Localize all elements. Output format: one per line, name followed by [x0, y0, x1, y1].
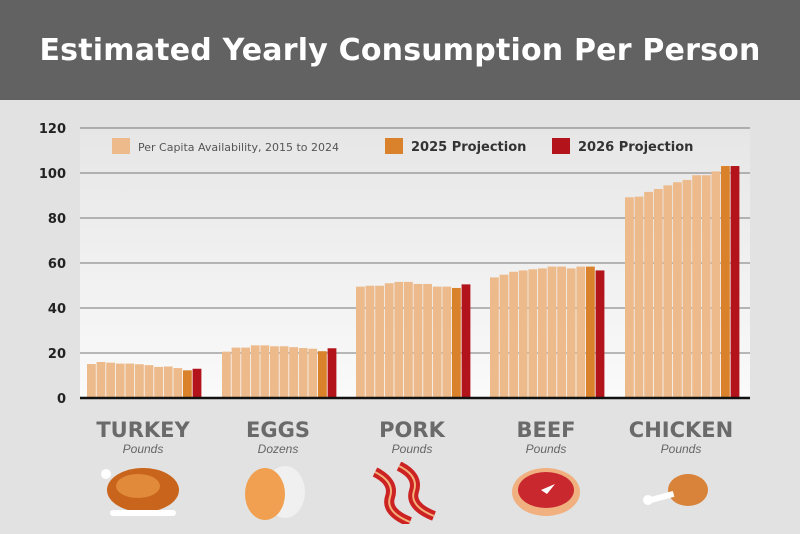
- category-name: CHICKEN: [628, 418, 734, 442]
- bar-beef-2023: [566, 268, 576, 398]
- bar-eggs-2015: [222, 351, 231, 398]
- bar-beef-2026: [595, 270, 605, 398]
- bar-beef-2021: [547, 266, 557, 398]
- bar-pork-2016: [365, 285, 375, 398]
- bar-eggs-2018: [250, 345, 260, 398]
- category-label-pork: PORK Pounds: [342, 418, 482, 456]
- legend-label: 2026 Projection: [578, 140, 693, 155]
- bacon-icon: [367, 461, 457, 528]
- bar-pork-2026: [461, 284, 471, 398]
- bar-turkey-2018: [115, 363, 125, 398]
- bar-eggs-2021: [279, 346, 289, 398]
- y-tick-label: 40: [48, 302, 66, 317]
- bar-pork-2021: [413, 283, 423, 398]
- category-label-beef: BEEF Pounds: [476, 418, 616, 456]
- y-tick-label: 100: [39, 167, 66, 182]
- y-tick-label: 20: [48, 347, 66, 362]
- bar-eggs-2025: [318, 351, 327, 398]
- chicken-leg-icon: [636, 462, 726, 528]
- category-unit: Pounds: [391, 442, 433, 456]
- category-name: EGGS: [246, 418, 310, 442]
- category-label-turkey: TURKEY Pounds: [73, 418, 213, 456]
- legend-swatch: [552, 138, 570, 154]
- bar-chicken-2016: [634, 196, 644, 398]
- bar-turkey-2025: [183, 370, 192, 398]
- bar-eggs-2022: [289, 347, 298, 398]
- category-unit: Pounds: [122, 442, 164, 456]
- bar-beef-2016: [499, 274, 509, 398]
- bar-turkey-2020: [135, 364, 144, 398]
- eggs-icon: [233, 462, 323, 528]
- bar-pork-2022: [423, 283, 432, 398]
- legend-swatch: [385, 138, 403, 154]
- bar-beef-2017: [509, 271, 518, 398]
- bar-chart: 0 20 40 60 80 100 120 Per Capita Availability, …: [39, 122, 750, 407]
- bar-chicken-2022: [692, 175, 701, 398]
- category-label-chicken: CHICKEN Pounds: [611, 418, 751, 456]
- y-tick-label: 80: [48, 212, 66, 227]
- bar-turkey-2015: [87, 364, 96, 398]
- steak-icon: [501, 462, 591, 528]
- bar-turkey-2026: [192, 368, 202, 398]
- category-name: BEEF: [516, 418, 576, 442]
- bar-turkey-2016: [96, 362, 106, 398]
- bar-chicken-2026: [730, 166, 740, 398]
- y-tick-label: 60: [48, 257, 66, 272]
- turkey-icon: [98, 462, 188, 528]
- bar-turkey-2021: [144, 365, 154, 398]
- bar-pork-2018: [384, 283, 394, 398]
- bar-eggs-2016: [231, 347, 241, 398]
- category-name: TURKEY: [96, 418, 190, 442]
- bar-eggs-2017: [241, 347, 250, 398]
- bar-beef-2025: [586, 266, 595, 398]
- title-banner: Estimated Yearly Consumption Per Person: [0, 0, 800, 100]
- category-unit: Pounds: [660, 442, 702, 456]
- chart-title: Estimated Yearly Consumption Per Person: [39, 32, 761, 68]
- category-name: PORK: [379, 418, 445, 442]
- bar-beef-2015: [490, 277, 499, 398]
- bar-chicken-2019: [663, 185, 673, 398]
- bar-pork-2024: [442, 286, 452, 398]
- bar-pork-2023: [432, 286, 442, 398]
- bar-turkey-2022: [154, 366, 163, 398]
- category-label-eggs: EGGS Dozens: [208, 418, 348, 456]
- bar-eggs-2024: [308, 348, 318, 398]
- legend-label: 2025 Projection: [411, 140, 526, 155]
- bar-turkey-2017: [106, 362, 115, 398]
- bar-pork-2015: [356, 286, 365, 398]
- bar-eggs-2020: [270, 346, 279, 398]
- bar-pork-2017: [375, 285, 384, 398]
- bar-pork-2020: [404, 281, 413, 398]
- category-unit: Pounds: [525, 442, 567, 456]
- bar-eggs-2026: [327, 348, 337, 398]
- bar-chicken-2025: [721, 166, 730, 398]
- bar-chicken-2024: [711, 171, 721, 398]
- bar-eggs-2019: [260, 345, 270, 398]
- bar-chicken-2018: [653, 188, 663, 398]
- bar-chicken-2021: [682, 179, 692, 398]
- bar-chicken-2015: [625, 197, 634, 398]
- bar-pork-2019: [394, 281, 404, 398]
- y-tick-label: 120: [39, 122, 66, 137]
- bar-beef-2019: [528, 269, 538, 398]
- bar-chicken-2020: [673, 182, 682, 398]
- y-tick-label: 0: [57, 392, 66, 407]
- bar-pork-2025: [452, 287, 461, 398]
- bar-beef-2020: [538, 268, 547, 398]
- bar-beef-2022: [557, 266, 566, 398]
- bar-eggs-2023: [298, 348, 308, 398]
- category-unit: Dozens: [257, 442, 299, 456]
- bar-turkey-2024: [173, 368, 183, 398]
- bar-beef-2024: [576, 266, 586, 398]
- bar-chicken-2023: [701, 175, 711, 398]
- legend-label: Per Capita Availability, 2015 to 2024: [138, 141, 339, 154]
- bar-turkey-2019: [125, 363, 135, 398]
- bar-turkey-2023: [163, 366, 173, 398]
- legend-swatch: [112, 138, 130, 154]
- bar-chicken-2017: [644, 191, 653, 398]
- bar-beef-2018: [518, 270, 528, 398]
